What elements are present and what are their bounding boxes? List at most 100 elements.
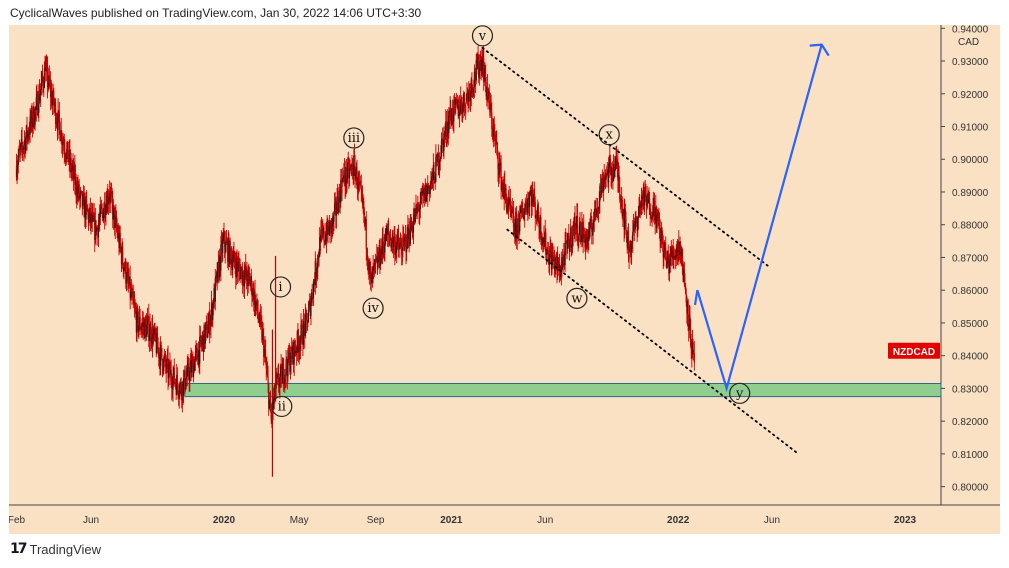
candle-body	[197, 355, 199, 365]
candle-body	[652, 216, 654, 218]
candle-body	[149, 324, 151, 336]
candle-body	[431, 172, 433, 178]
wave-label-i: i	[269, 276, 292, 298]
candle-body	[677, 241, 679, 253]
candle-body	[260, 312, 262, 318]
candle-body	[605, 173, 607, 180]
price-chart-svg[interactable]: vxiiiiivwiiy0.940000.930000.920000.91000…	[9, 25, 1000, 534]
candle-body	[17, 165, 19, 170]
candle-body	[618, 174, 620, 187]
candle-body	[473, 71, 475, 88]
candle-body	[312, 297, 314, 299]
support-zone	[184, 383, 942, 398]
candle-body	[444, 130, 446, 137]
candle-body	[338, 190, 340, 213]
candle-body	[279, 377, 281, 387]
candle-body	[181, 388, 183, 401]
candle-body	[352, 175, 354, 177]
candle-body	[558, 264, 561, 270]
candle-body	[45, 65, 47, 69]
candle-body	[399, 242, 402, 246]
candle-body	[39, 95, 41, 102]
candle-body	[602, 179, 604, 192]
tradingview-footer[interactable]: 17 TradingView	[10, 541, 101, 557]
candle-body	[606, 169, 608, 175]
candle-body	[353, 155, 355, 176]
candle-body	[321, 229, 323, 231]
candle-body	[622, 209, 625, 214]
candle-body	[526, 210, 528, 214]
candle-body	[63, 144, 65, 152]
chart-area[interactable]: v x iii i iv w ii y 0.94000 0.93000 0.92000 0.91000…	[9, 25, 1000, 534]
candle-body	[509, 198, 511, 204]
candle-body	[82, 194, 85, 195]
candle-body	[493, 128, 495, 132]
candle-body	[599, 185, 601, 202]
candle-body	[89, 208, 91, 223]
candle-body	[302, 321, 305, 345]
candle-body	[268, 399, 270, 409]
candle-body	[21, 139, 23, 147]
candle-body	[451, 109, 453, 124]
candle-body	[537, 204, 539, 221]
candle-body	[133, 304, 136, 307]
candle-body	[87, 211, 90, 223]
candle-body	[539, 216, 541, 235]
candle-body	[330, 220, 333, 233]
candle-body	[34, 108, 36, 125]
candle-body	[325, 234, 327, 243]
candle-body	[42, 79, 44, 86]
candle-body	[491, 112, 493, 129]
candle-body	[413, 213, 415, 221]
candle-body	[256, 299, 259, 313]
candle-body	[653, 198, 655, 201]
candle-body	[466, 92, 469, 94]
candle-body	[51, 91, 53, 106]
candle-body	[673, 249, 675, 258]
candle-body	[64, 151, 66, 156]
candle-body	[540, 236, 543, 240]
candle-body	[523, 214, 525, 220]
candle-body	[226, 242, 228, 243]
candle-body	[327, 219, 329, 232]
candle-body	[631, 241, 633, 244]
candle-body	[597, 209, 599, 210]
candle-body	[432, 164, 434, 181]
candle-body	[519, 208, 521, 214]
candle-body	[463, 92, 466, 107]
candle-body	[103, 203, 105, 213]
candle-body	[629, 240, 631, 250]
candle-body	[175, 384, 177, 395]
candle-body	[397, 235, 399, 238]
candle-body	[287, 350, 289, 377]
y-tick-label: 0.92000	[952, 90, 989, 101]
candle-body	[471, 86, 474, 93]
candle-body	[571, 244, 573, 248]
candle-body	[97, 228, 99, 238]
x-tick-label: May	[290, 515, 309, 526]
candle-body	[128, 280, 130, 285]
candle-body	[619, 199, 621, 201]
candle-body	[420, 192, 422, 205]
candle-body	[330, 220, 332, 233]
candle-body	[117, 233, 119, 239]
projection-arrowhead	[809, 43, 830, 57]
candle-body	[50, 91, 52, 98]
candle-body	[239, 268, 241, 280]
candle-body	[612, 176, 614, 182]
candle-body	[462, 101, 464, 113]
candle-body	[248, 272, 251, 278]
wave-label-text: iii	[348, 131, 360, 146]
candle-body	[575, 224, 577, 229]
candle-body	[617, 174, 620, 181]
candle-body	[670, 256, 672, 266]
candle-body	[297, 331, 299, 342]
candle-body	[276, 374, 279, 379]
candle-body	[429, 184, 431, 194]
candle-body	[199, 336, 201, 364]
candle-body	[478, 70, 480, 78]
candle-body	[411, 226, 413, 231]
candle-body	[535, 214, 538, 219]
candle-body	[686, 296, 688, 314]
candle-body	[460, 99, 462, 106]
